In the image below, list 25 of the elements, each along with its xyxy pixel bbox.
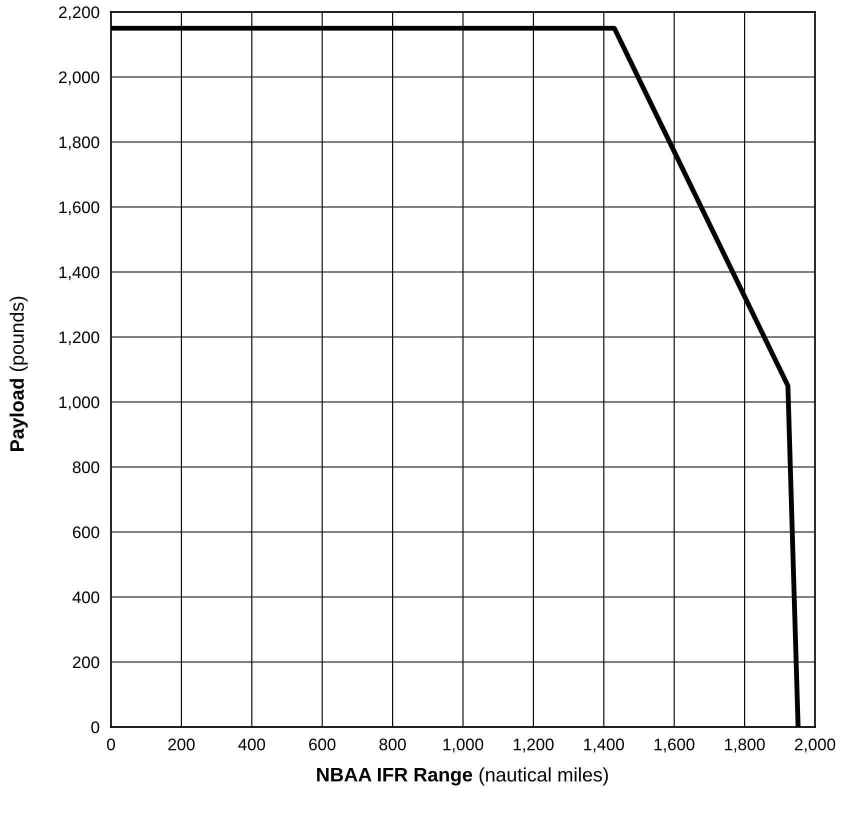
y-tick-label: 1,000 bbox=[59, 396, 100, 410]
x-tick-label: 1,800 bbox=[725, 738, 765, 752]
x-tick-label: 400 bbox=[238, 738, 266, 750]
x-tick-label: 600 bbox=[309, 738, 336, 750]
x-tick-label: 1,400 bbox=[584, 738, 624, 752]
y-tick-label: 400 bbox=[72, 591, 100, 604]
x-axis-title: NBAA IFR Range (nautical miles) bbox=[317, 767, 608, 786]
y-tick-label: 0 bbox=[91, 721, 100, 734]
y-tick-label: 2,200 bbox=[59, 6, 100, 20]
x-tick-label: 0 bbox=[107, 738, 115, 750]
y-tick-label: 1,800 bbox=[59, 136, 100, 150]
y-axis-title: Payload (pounds) bbox=[10, 296, 28, 451]
y-tick-label: 2,000 bbox=[59, 71, 100, 86]
y-tick-label: 800 bbox=[72, 461, 100, 474]
y-tick-label: 200 bbox=[72, 656, 100, 668]
y-tick-label: 1,600 bbox=[59, 201, 100, 216]
y-tick-label: 1,400 bbox=[59, 266, 100, 280]
x-tick-label: 1,200 bbox=[514, 738, 554, 752]
x-tick-label: 800 bbox=[379, 738, 406, 750]
x-tick-label: 1,600 bbox=[654, 738, 694, 752]
x-tick-label: 1,000 bbox=[443, 738, 484, 752]
y-tick-label: 1,200 bbox=[59, 331, 100, 346]
y-tick-label: 600 bbox=[72, 526, 100, 538]
x-tick-label: 200 bbox=[168, 738, 195, 750]
x-tick-label: 2,000 bbox=[794, 738, 836, 752]
